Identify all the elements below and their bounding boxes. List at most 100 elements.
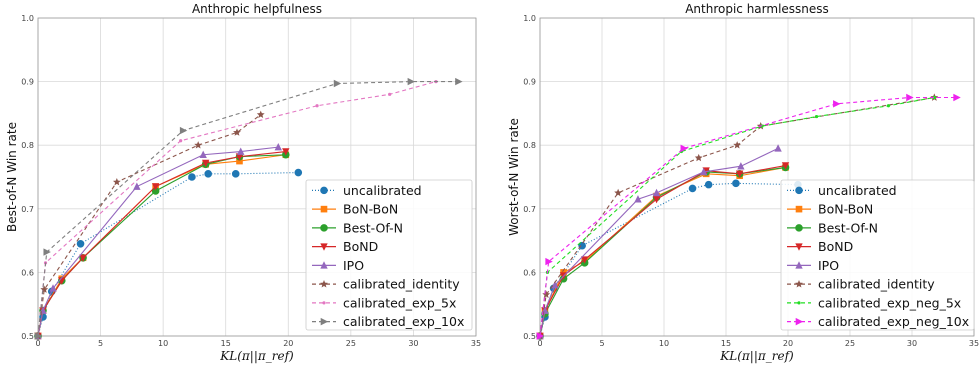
y-tick-label: 0.8 xyxy=(523,141,536,150)
x-tick-label: 30 xyxy=(408,339,418,348)
y-tick-label: 0.8 xyxy=(21,141,34,150)
data-point xyxy=(774,144,782,152)
data-point xyxy=(407,77,416,86)
legend-item: uncalibrated xyxy=(787,183,897,198)
series-calibrated_exp_neg_10x xyxy=(536,93,961,340)
series-line xyxy=(37,154,286,337)
plot-area xyxy=(539,17,975,337)
legend: uncalibrated BoN-BoN Best-Of-N BoND IPO calib… xyxy=(305,179,473,331)
chart-title: Anthropic helpfulness xyxy=(192,2,322,16)
data-point xyxy=(455,77,463,86)
data-point xyxy=(294,168,303,177)
legend-box xyxy=(305,179,473,331)
series-BoN-BoN xyxy=(34,151,290,340)
data-point xyxy=(133,182,141,190)
legend-label: BoND xyxy=(343,239,378,254)
data-point xyxy=(199,150,207,159)
legend-marker xyxy=(797,301,801,305)
data-point xyxy=(680,144,688,153)
legend-marker xyxy=(322,301,326,305)
series-IPO xyxy=(34,143,282,340)
data-point xyxy=(179,139,183,143)
legend-box xyxy=(780,179,975,331)
x-tick-label: 10 xyxy=(659,339,669,348)
chart-panel-2: 0 5 10 15 20 25 30 35 0.5 0.6 0.7 0.8 0.9 1.0 Anthropi… xyxy=(507,2,979,363)
legend-label: BoN-BoN xyxy=(343,202,398,217)
data-point xyxy=(204,170,212,178)
legend-marker xyxy=(795,243,803,251)
data-point xyxy=(580,256,589,264)
data-point xyxy=(333,79,342,88)
x-tick-label: 25 xyxy=(346,339,356,348)
y-axis-label: Worst-of-N Win rate xyxy=(507,118,521,236)
y-tick-label: 0.7 xyxy=(21,205,34,214)
data-point xyxy=(737,162,745,170)
legend-label: IPO xyxy=(818,258,839,273)
data-point xyxy=(735,170,744,178)
y-tick-label: 1.0 xyxy=(523,14,536,23)
data-point xyxy=(578,241,586,250)
series-line xyxy=(37,151,286,337)
legend-item: IPO xyxy=(787,258,839,273)
legend-item: calibrated_exp_neg_10x xyxy=(787,314,969,329)
series-line xyxy=(37,81,437,337)
legend-marker xyxy=(795,186,803,195)
data-point xyxy=(833,100,841,108)
data-point xyxy=(781,162,790,170)
data-point xyxy=(704,180,713,189)
data-point xyxy=(233,128,241,136)
data-point xyxy=(906,93,914,102)
legend-label: Best-Of-N xyxy=(343,220,403,235)
data-point xyxy=(634,195,642,203)
data-point xyxy=(235,153,244,161)
data-point xyxy=(699,167,708,176)
legend-marker xyxy=(795,280,803,288)
series-line xyxy=(539,96,957,337)
legend-marker xyxy=(320,261,328,269)
x-tick-label: 20 xyxy=(783,339,793,348)
series-uncalibrated xyxy=(536,179,802,340)
y-tick-label: 0.9 xyxy=(21,78,34,87)
legend-item: calibrated_identity xyxy=(312,277,460,292)
series-uncalibrated xyxy=(34,168,303,340)
data-point xyxy=(256,110,265,118)
legend-label: uncalibrated xyxy=(818,183,897,198)
legend-item: BoN-BoN xyxy=(787,202,873,217)
legend-marker xyxy=(795,261,803,269)
legend-label: calibrated_exp_5x xyxy=(343,295,456,310)
data-point xyxy=(237,147,245,155)
legend-item: uncalibrated xyxy=(312,183,422,198)
legend-label: calibrated_identity xyxy=(343,277,460,292)
legend: uncalibrated BoN-BoN Best-Of-N BoND IPO calib… xyxy=(780,179,975,331)
data-point xyxy=(542,290,551,298)
legend-item: calibrated_exp_10x xyxy=(312,314,464,329)
legend-marker xyxy=(320,243,328,251)
data-point xyxy=(652,188,661,197)
data-point xyxy=(814,114,819,119)
data-point xyxy=(282,148,290,156)
data-point xyxy=(551,281,559,289)
legend-label: uncalibrated xyxy=(343,183,422,198)
x-tick-label: 25 xyxy=(845,339,855,348)
legend-item: BoN-BoN xyxy=(312,202,398,217)
data-point xyxy=(315,104,319,108)
data-point xyxy=(179,126,188,135)
x-tick-label: 10 xyxy=(158,339,168,348)
x-axis-label: KL(π||π_ref) xyxy=(719,349,794,363)
data-point xyxy=(545,257,553,266)
data-point xyxy=(732,179,740,188)
data-point xyxy=(953,93,961,102)
y-tick-label: 0.6 xyxy=(523,268,536,277)
legend-label: BoN-BoN xyxy=(818,202,873,217)
series-BoND xyxy=(34,148,290,341)
data-point xyxy=(274,143,282,151)
data-point xyxy=(652,195,661,204)
legend-marker xyxy=(320,317,329,326)
series-line xyxy=(37,81,459,337)
y-tick-label: 0.5 xyxy=(523,332,536,341)
data-point xyxy=(614,188,623,197)
legend-marker xyxy=(320,186,328,195)
y-tick-label: 0.7 xyxy=(523,205,536,214)
legend-marker xyxy=(320,224,328,232)
